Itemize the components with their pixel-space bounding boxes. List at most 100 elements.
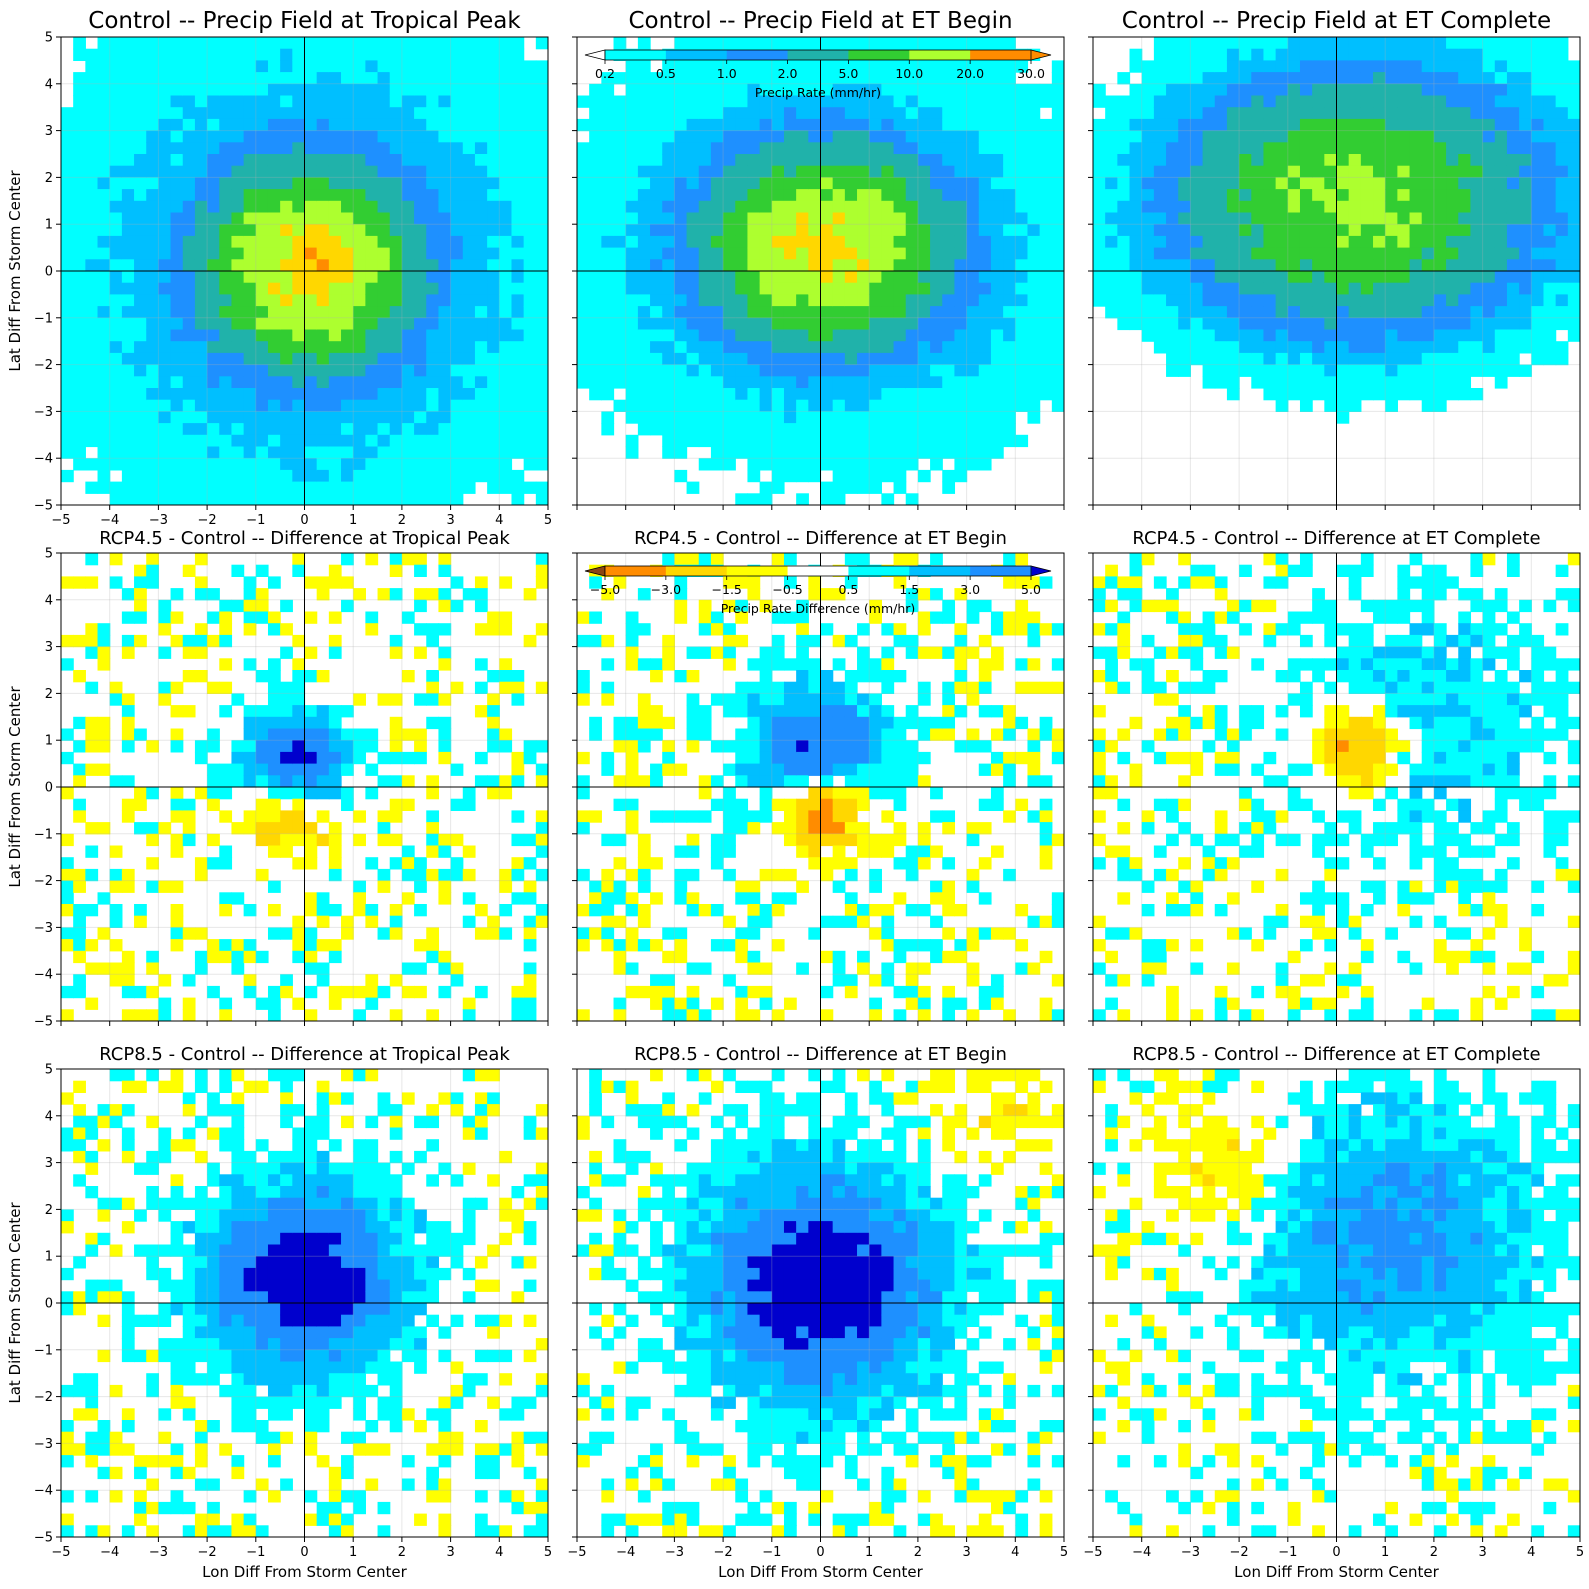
contour-cell [328,868,342,882]
contour-cell [109,974,123,987]
contour-cell [1190,48,1204,61]
contour-cell [1385,399,1398,412]
contour-cell [1287,259,1301,272]
contour-cell [341,434,354,448]
contour-cell [219,950,233,964]
contour-cell [414,212,427,225]
contour-cell [499,165,513,178]
contour-cell [613,329,627,342]
contour-cell [523,95,537,108]
contour-cell [1226,247,1240,260]
contour-cell [401,259,415,272]
contour-cell [686,329,700,342]
contour-cell [523,458,537,471]
contour-cell [365,740,379,753]
contour-cell [535,83,548,97]
contour-cell [438,434,452,448]
contour-cell [589,142,602,155]
contour-cell [389,165,403,178]
contour-cell [1494,306,1508,319]
contour-cell [1299,329,1313,342]
contour-cell [170,458,184,471]
contour-cell [1397,37,1411,50]
contour-cell [1275,317,1289,331]
contour-cell [1555,294,1569,307]
contour-cell [1093,247,1106,260]
contour-cell [170,95,184,108]
contour-cell [1482,306,1496,319]
contour-cell [1397,259,1411,272]
contour-cell [966,458,980,471]
contour-cell [267,212,281,225]
contour-cell [808,364,822,377]
contour-cell [723,189,736,202]
contour-cell [280,787,293,800]
contour-cell [1360,259,1374,272]
contour-cell [1494,224,1508,237]
contour-cell [499,329,513,342]
contour-cell [650,107,663,120]
contour-cell [134,189,147,202]
contour-cell [511,224,525,237]
contour-cell [1324,177,1338,190]
contour-cell [1433,247,1447,260]
contour-cell [1312,165,1325,178]
contour-cell [759,341,773,354]
contour-cell [1555,282,1569,295]
contour-cell [1129,317,1143,331]
contour-cell [158,399,172,412]
contour-cell [1226,352,1240,366]
contour-cell [365,985,379,999]
contour-cell [462,364,476,377]
contour-cell [389,751,403,765]
contour-cell [662,364,676,377]
contour-cell [134,341,147,354]
contour-cell [1397,130,1411,143]
contour-cell [158,623,172,636]
contour-cell [487,329,500,342]
contour-cell [1202,37,1216,50]
contour-cell [1299,165,1313,178]
contour-cell [109,271,123,284]
contour-cell [1506,72,1520,85]
contour-cell [857,189,870,202]
contour-cell [450,317,464,331]
contour-cell [134,599,147,613]
contour-cell [662,118,676,132]
contour-cell [121,868,135,882]
contour-cell [523,317,537,331]
contour-cell [365,481,379,494]
contour-cell [1506,317,1520,331]
contour-cell [243,950,257,964]
contour-cell [978,399,992,412]
contour-cell [650,177,663,190]
contour-cell [73,177,86,190]
contour-cell [426,845,440,858]
contour-cell [832,83,846,97]
contour-cell [698,189,712,202]
contour-cell [1178,118,1191,132]
contour-cell [231,481,245,494]
contour-cell [328,165,342,178]
contour-cell [1494,72,1508,85]
contour-cell [1105,247,1118,260]
contour-cell [134,247,147,260]
contour-cell [650,399,663,412]
contour-cell [820,411,834,424]
contour-cell [1214,154,1228,167]
contour-cell [686,364,700,377]
contour-cell [109,72,123,85]
contour-cell [893,306,907,319]
contour-cell [158,681,172,694]
contour-cell [231,177,245,190]
contour-cell [170,611,184,624]
contour-cell [1275,48,1289,61]
contour-cell [747,423,761,436]
panel-title: Control -- Precip Field at Tropical Peak [88,8,521,34]
contour-cell [881,364,895,377]
contour-cell [523,962,537,975]
contour-cell [796,469,809,483]
contour-cell [389,130,403,143]
contour-cell [146,469,160,483]
contour-cell [1178,154,1191,167]
